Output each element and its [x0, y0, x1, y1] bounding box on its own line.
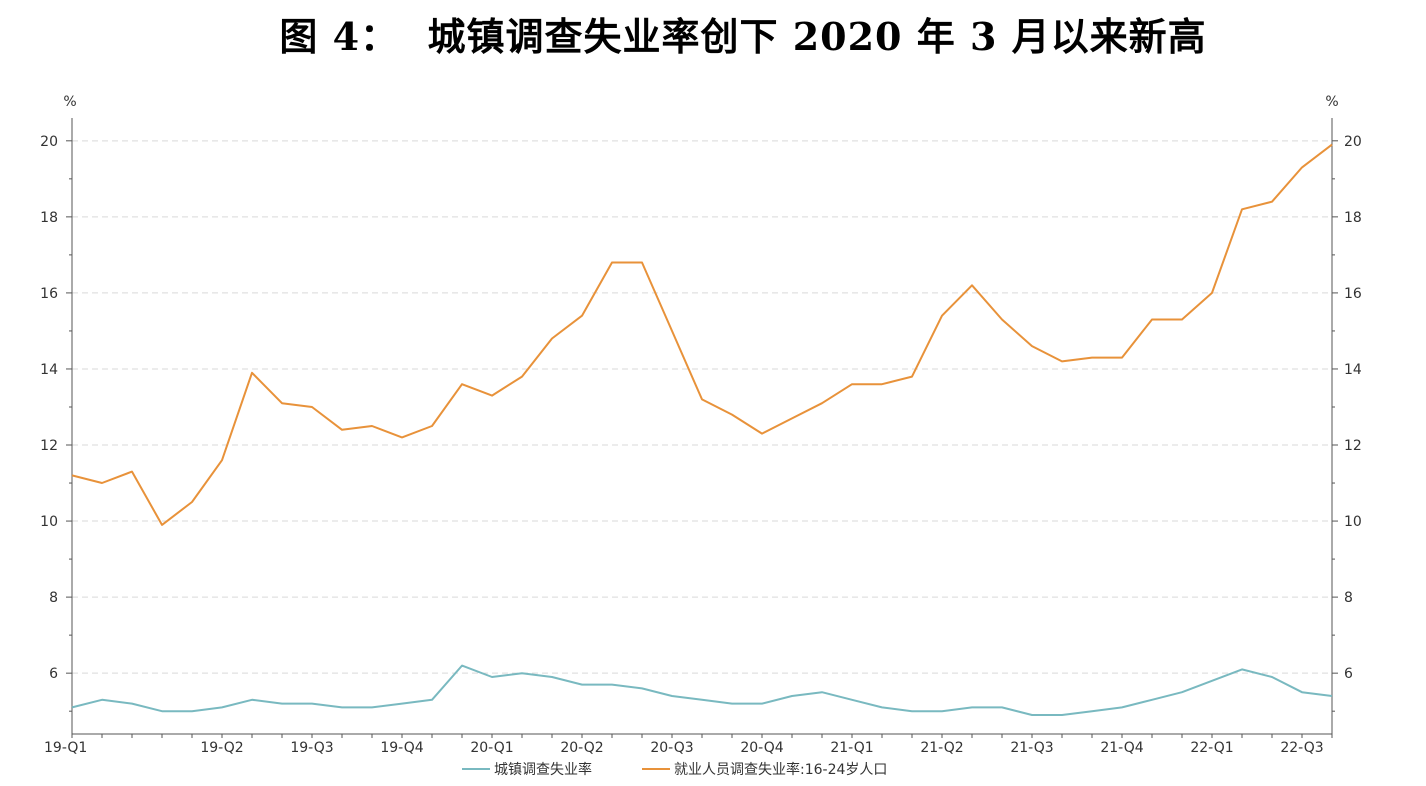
left-unit-label: % [63, 94, 76, 110]
right-y-tick-label: 8 [1344, 590, 1353, 606]
left-y-tick-label: 12 [40, 438, 58, 454]
chart-title: 图 4： 城镇调查失业率创下 2020 年 3 月以来新高 [279, 14, 1207, 59]
x-tick-label: 21-Q1 [830, 740, 873, 756]
left-y-tick-label: 14 [40, 362, 58, 378]
x-tick-label: 21-Q3 [1010, 740, 1053, 756]
left-y-tick-label: 10 [40, 514, 58, 530]
x-tick-label: 20-Q3 [650, 740, 693, 756]
legend-label-1: 就业人员调查失业率:16-24岁人口 [674, 761, 887, 778]
right-unit-label: % [1325, 94, 1338, 110]
x-tick-label: 22-Q3 [1280, 740, 1323, 756]
x-tick-label: 19-Q1 [44, 740, 87, 756]
right-y-tick-label: 18 [1344, 210, 1362, 226]
left-y-tick-label: 8 [49, 590, 58, 606]
x-tick-label: 20-Q2 [560, 740, 603, 756]
x-tick-label: 21-Q2 [920, 740, 963, 756]
right-y-tick-label: 10 [1344, 514, 1362, 530]
axes-layer: % % [63, 94, 1339, 735]
legend: 城镇调查失业率 就业人员调查失业率:16-24岁人口 [462, 761, 887, 778]
x-tick-label: 20-Q1 [470, 740, 513, 756]
left-y-tick-label: 6 [49, 666, 58, 682]
legend-label-0: 城镇调查失业率 [494, 761, 592, 778]
series-line-1 [71, 143, 1333, 526]
left-y-tick-label: 16 [40, 286, 58, 302]
x-tick-label: 19-Q2 [200, 740, 243, 756]
right-y-tick-label: 20 [1344, 134, 1362, 150]
right-y-tick-label: 6 [1344, 666, 1353, 682]
right-y-tick-label: 14 [1344, 362, 1362, 378]
x-tick-label: 21-Q4 [1100, 740, 1143, 756]
right-y-tick-label: 12 [1344, 438, 1362, 454]
x-tick-label: 19-Q3 [290, 740, 333, 756]
series-line-0 [71, 664, 1333, 716]
left-y-tick-label: 20 [40, 134, 58, 150]
x-tick-label: 20-Q4 [740, 740, 783, 756]
grid-layer [72, 140, 1332, 674]
ticks-layer: 6 6 8 8 10 10 12 12 14 14 16 16 18 18 20 20 19-Q1 19-Q2 19… [40, 134, 1362, 756]
right-y-tick-label: 16 [1344, 286, 1362, 302]
series-layer [71, 143, 1333, 716]
left-y-tick-label: 18 [40, 210, 58, 226]
x-tick-label: 19-Q4 [380, 740, 423, 756]
x-tick-label: 22-Q1 [1190, 740, 1233, 756]
